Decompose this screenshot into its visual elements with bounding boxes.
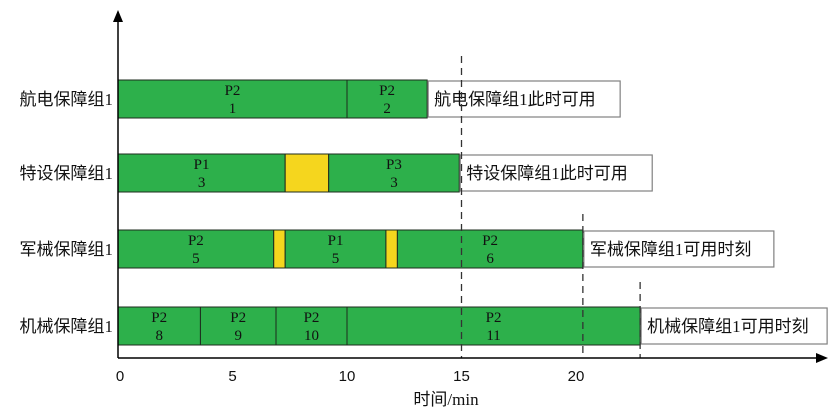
task-segment bbox=[199, 306, 277, 346]
task-type-label: P3 bbox=[386, 157, 402, 173]
row-label: 特设保障组1 bbox=[20, 164, 114, 183]
gantt-row: 机械保障组1 P2 8 P2 9 P2 10 P2 11 机械保障组1可用时刻 bbox=[20, 306, 828, 346]
task-type-label: P2 bbox=[188, 233, 204, 249]
x-tick-labels: 0 5 10 15 20 bbox=[116, 368, 585, 385]
availability-annotation: 机械保障组1可用时刻 bbox=[647, 317, 809, 336]
availability-annotation-box bbox=[583, 230, 775, 268]
x-tick-label: 5 bbox=[228, 368, 236, 385]
task-number-label: 10 bbox=[304, 328, 319, 344]
task-type-label: P1 bbox=[194, 157, 210, 173]
x-tick-label: 10 bbox=[339, 368, 356, 385]
task-type-label: P2 bbox=[379, 83, 395, 99]
y-axis-arrow-icon bbox=[113, 10, 123, 22]
task-number-label: 8 bbox=[155, 328, 163, 344]
x-tick-label: 20 bbox=[568, 368, 585, 385]
task-segment bbox=[328, 153, 460, 193]
task-number-label: 1 bbox=[229, 101, 237, 117]
availability-annotation: 航电保障组1此时可用 bbox=[434, 90, 596, 109]
task-segment bbox=[396, 229, 584, 269]
task-type-label: P2 bbox=[486, 310, 502, 326]
task-number-label: 3 bbox=[390, 175, 398, 191]
task-number-label: 6 bbox=[486, 251, 494, 267]
gantt-row: 军械保障组1 P2 5 P1 5 P2 6 军械保障组1可用时刻 bbox=[20, 229, 775, 269]
chart-markers bbox=[460, 56, 641, 358]
task-segment bbox=[117, 229, 275, 269]
row-label: 航电保障组1 bbox=[20, 90, 114, 109]
task-type-label: P2 bbox=[225, 83, 241, 99]
x-tick-label: 0 bbox=[116, 368, 124, 385]
x-tick-label: 15 bbox=[453, 368, 470, 385]
wait-segment bbox=[284, 153, 330, 193]
row-label: 军械保障组1 bbox=[20, 240, 114, 259]
x-axis-label: 时间/min bbox=[413, 390, 479, 409]
task-number-label: 9 bbox=[234, 328, 242, 344]
task-segment bbox=[275, 306, 348, 346]
availability-annotation-box bbox=[459, 154, 653, 192]
task-type-label: P1 bbox=[328, 233, 344, 249]
availability-annotation-box bbox=[640, 307, 828, 345]
task-number-label: 5 bbox=[192, 251, 200, 267]
task-number-label: 3 bbox=[198, 175, 206, 191]
row-label: 机械保障组1 bbox=[20, 317, 114, 336]
gantt-row: 航电保障组1 P2 1 P2 2 航电保障组1此时可用 bbox=[20, 79, 621, 119]
task-type-label: P2 bbox=[151, 310, 167, 326]
task-segment bbox=[117, 153, 286, 193]
task-segment bbox=[117, 79, 348, 119]
availability-annotation-box bbox=[427, 80, 621, 118]
chart-axes bbox=[113, 10, 828, 363]
task-type-label: P2 bbox=[482, 233, 498, 249]
gantt-row: 特设保障组1 P1 3 P3 3 特设保障组1此时可用 bbox=[20, 153, 653, 193]
task-segment bbox=[346, 306, 641, 346]
task-number-label: 5 bbox=[332, 251, 340, 267]
task-segment bbox=[346, 79, 428, 119]
availability-annotation: 军械保障组1可用时刻 bbox=[590, 240, 752, 259]
task-number-label: 2 bbox=[383, 101, 391, 117]
task-type-label: P2 bbox=[230, 310, 246, 326]
task-segment bbox=[284, 229, 387, 269]
task-number-label: 11 bbox=[486, 328, 500, 344]
wait-segment bbox=[385, 229, 398, 269]
task-type-label: P2 bbox=[304, 310, 320, 326]
x-axis-arrow-icon bbox=[816, 353, 828, 363]
availability-annotation: 特设保障组1此时可用 bbox=[466, 164, 627, 183]
wait-segment bbox=[273, 229, 286, 269]
